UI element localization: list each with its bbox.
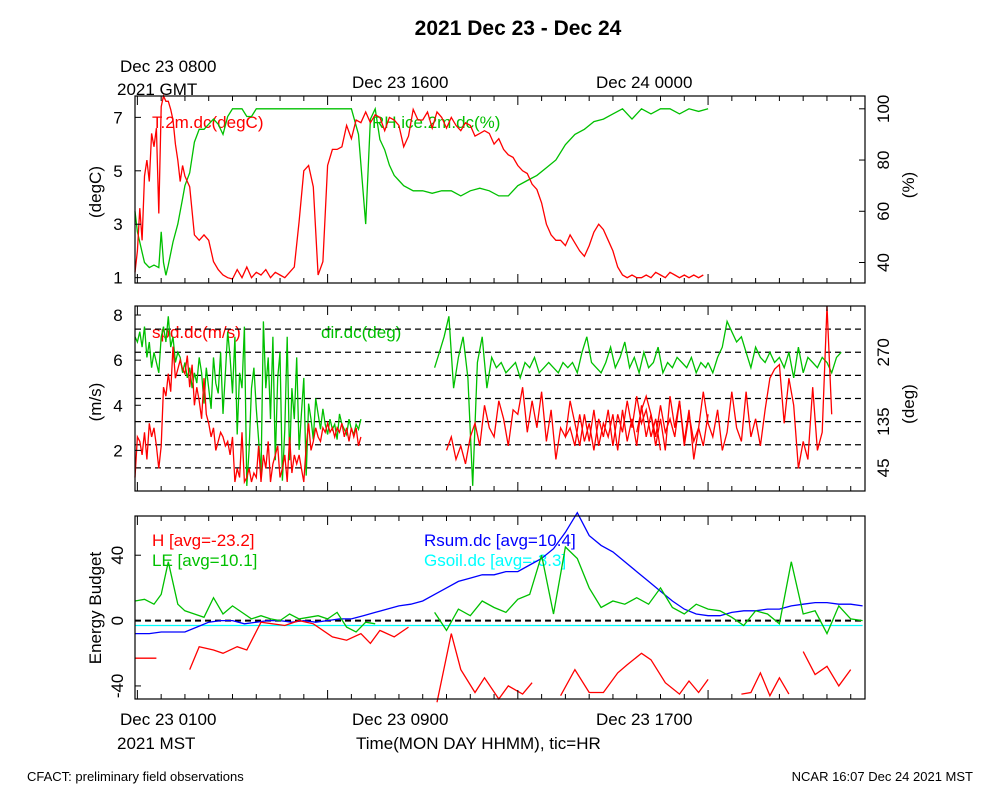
top-time-label-1-line1: Dec 23 0800 [120,57,216,76]
wind-speed-line [445,387,709,465]
bottom-time-label-1-line2: 2021 MST [117,734,195,753]
panel3-plot-area [134,511,865,703]
sensible-heat-line [741,671,790,698]
panel3-left-tick-label: 0 [108,616,127,625]
relative-humidity-line [134,106,709,276]
panel2-plot-area [134,305,865,486]
panel1-right-axis-label: (%) [899,172,918,198]
chart-title: 2021 Dec 23 - Dec 24 [415,17,622,40]
x-axis-label: Time(MON DAY HHMM), tic=HR [356,734,601,753]
top-time-label-2: Dec 23 1600 [352,73,448,92]
panel1-frame [134,95,866,284]
panel2-right-tick-label: 45 [874,458,893,477]
legend-sensible-heat: H [avg=-23.2] [152,531,255,550]
footer-timestamp: NCAR 16:07 Dec 24 2021 MST [792,769,973,784]
panel2-left-tick-label: 8 [113,306,122,325]
panel2-right-tick-label: 135 [874,407,893,435]
panel1-left-tick-label: 3 [113,215,122,234]
panel1-left-axis-label: (degC) [86,166,105,218]
panel3-left-axis-label: Energy Budget [86,551,105,664]
legend-wind-speed: spd.dc(m/s) [152,323,241,342]
panel1-right-tick-label: 40 [874,253,893,272]
sensible-heat-line [189,619,409,670]
panel1-right-tick-label: 60 [874,202,893,221]
panel3-left-tick-label: 40 [108,546,127,565]
panel1-plot-area [134,93,709,280]
wind-speed-line [636,305,833,469]
panel3-frame [134,515,866,700]
footer-note: CFACT: preliminary field observations [27,769,244,784]
top-time-label-3: Dec 24 0000 [596,73,692,92]
wind-direction-line [433,316,709,486]
bottom-time-label-1-line1: Dec 23 0100 [120,710,216,729]
top-time-label-1-line2: 2021 GMT [117,80,197,99]
panel2-right-tick-label: 270 [874,338,893,366]
legend-latent-heat: LE [avg=10.1] [152,551,257,570]
bottom-time-label-3: Dec 23 1700 [596,710,692,729]
wind-speed-line [134,346,362,485]
latent-heat-line [434,545,863,636]
net-radiation-line [135,511,863,635]
latent-heat-line [134,561,376,633]
panel2-left-tick-label: 4 [113,396,122,415]
panel2-frame [134,305,866,492]
legend-temperature: T.2m.dc(degC) [152,113,263,132]
panel2-left-tick-label: 2 [113,441,122,460]
bottom-time-label-2: Dec 23 0900 [352,710,448,729]
wind-direction-line [707,319,842,379]
wind-direction-line [134,316,362,486]
legend-net-radiation: Rsum.dc [avg=10.4] [424,531,576,550]
sensible-heat-line [560,652,709,697]
panel1-right-tick-label: 80 [874,151,893,170]
wind-speed-line [564,396,662,451]
sensible-heat-line [802,651,852,688]
legend-wind-direction: dir.dc(deg) [321,323,401,342]
panel1-left-tick-label: 1 [113,269,122,288]
panel1-right-tick-label: 100 [874,95,893,123]
legend-relative-humidity: RH.ice.2m.dc(%) [372,113,500,132]
panel2-left-tick-label: 6 [113,351,122,370]
temperature-line [134,93,704,280]
panel2-right-axis-label: (deg) [899,384,918,424]
panel2-left-axis-label: (m/s) [86,383,105,422]
legend-soil-heat-flux: Gsoil.dc [avg=-3.3] [424,551,566,570]
panel1-left-tick-label: 5 [113,162,122,181]
panel3-left-tick-label: -40 [108,674,127,699]
panel1-left-tick-label: 7 [113,108,122,127]
